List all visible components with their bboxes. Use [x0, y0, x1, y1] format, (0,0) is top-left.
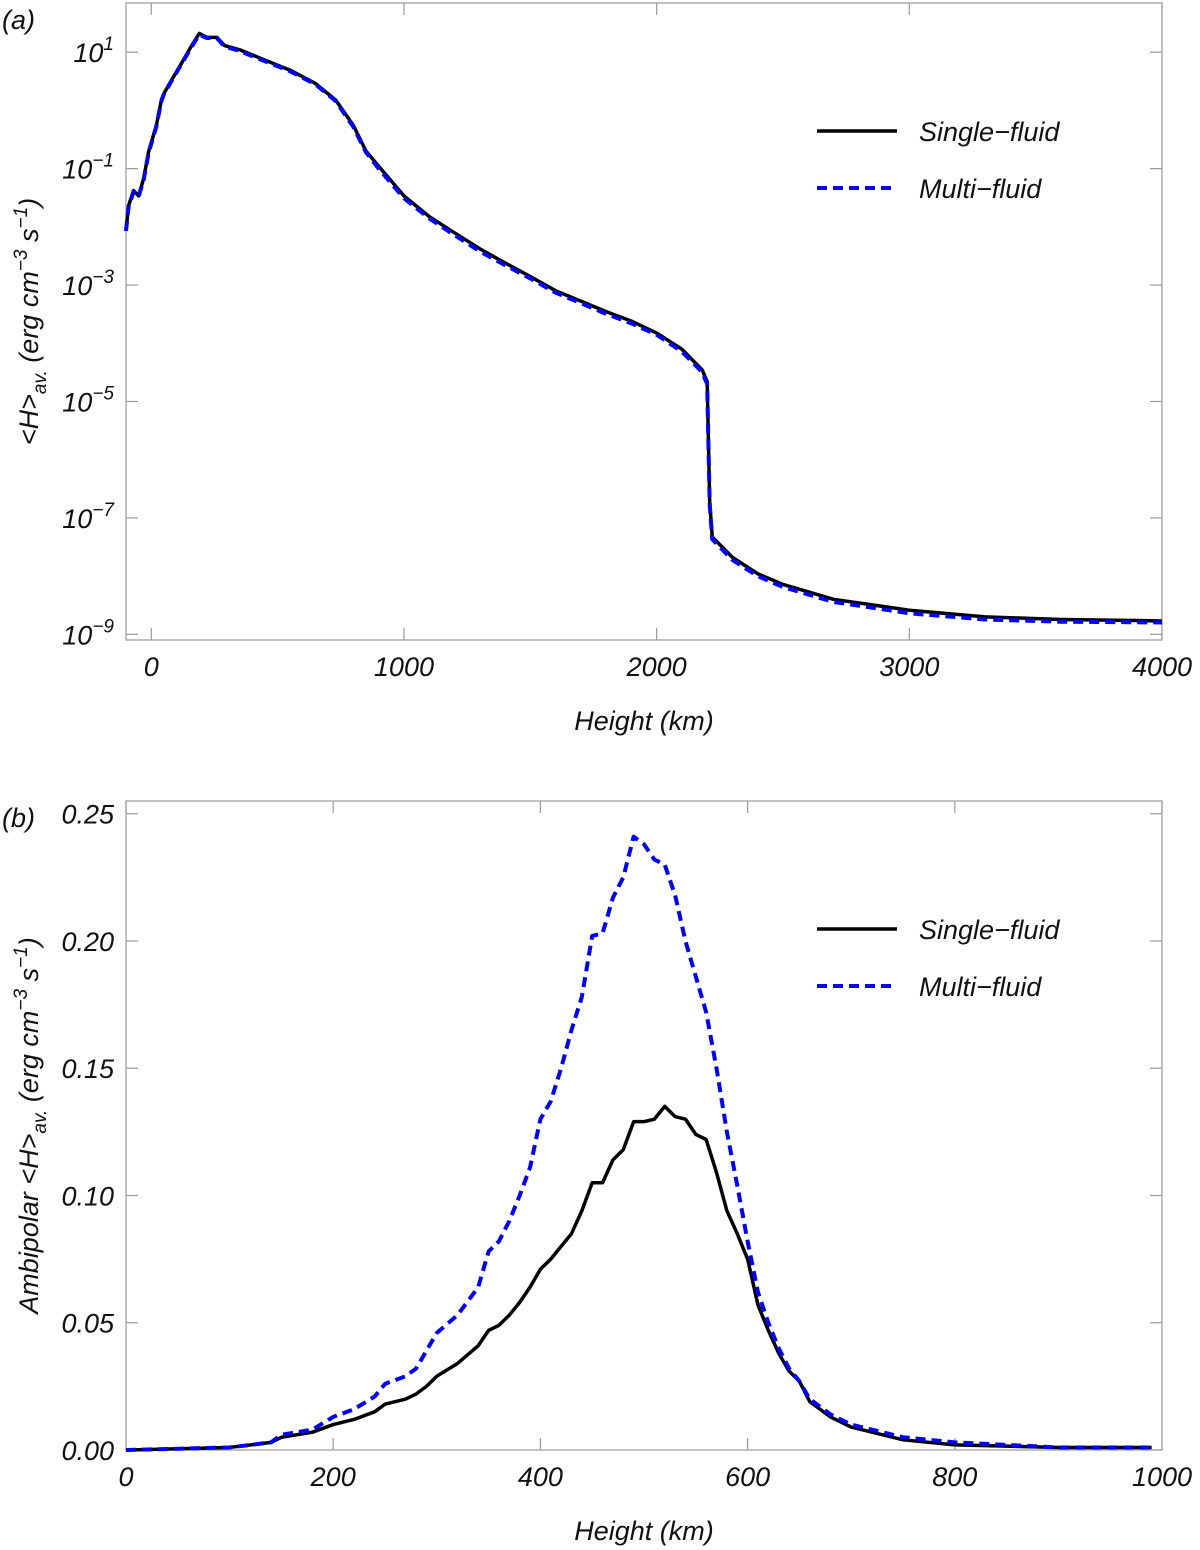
y-tick-label: 0.25 — [61, 800, 115, 830]
data-line — [125, 834, 1152, 1452]
x-tick-label: 0 — [144, 652, 159, 682]
y-label-part: (erg cm — [14, 271, 44, 370]
panel-label: (a) — [2, 5, 35, 35]
y-label-part: av. — [30, 1110, 51, 1134]
y-tick-base: 10 — [62, 504, 92, 534]
x-tick-label: 800 — [932, 1462, 977, 1492]
y-tick-label: 10−3 — [62, 267, 114, 301]
y-tick-exponent: −9 — [92, 616, 114, 637]
y-tick-label: 0.10 — [61, 1181, 114, 1211]
y-tick-exponent: −7 — [92, 500, 115, 521]
x-tick-label: 600 — [725, 1462, 770, 1492]
y-tick-base: 0.15 — [61, 1054, 115, 1084]
x-tick-label: 0 — [118, 1462, 133, 1492]
y-tick-label: 0.15 — [61, 1054, 115, 1084]
y-tick-label: 10−1 — [62, 151, 114, 185]
panel-label: (b) — [2, 803, 35, 833]
legend-label: Single−fluid — [919, 117, 1060, 147]
y-tick-label: 10−9 — [62, 616, 114, 650]
plot-frame — [125, 800, 1163, 1451]
plot-frame — [125, 2, 1163, 641]
y-tick-label: 0.05 — [61, 1309, 115, 1339]
data-line — [125, 1104, 1152, 1452]
y-tick-base: 10 — [62, 620, 92, 650]
y-tick-label: 101 — [73, 34, 114, 68]
legend-label: Multi−fluid — [919, 972, 1042, 1002]
y-label-part: ) — [14, 198, 44, 210]
x-tick-label: 400 — [518, 1462, 563, 1492]
y-tick-base: 0.20 — [61, 927, 114, 957]
x-tick-label: 3000 — [879, 652, 939, 682]
x-tick-label: 2000 — [626, 652, 687, 682]
y-tick-exponent: −5 — [92, 383, 114, 404]
y-tick-label: 10−7 — [62, 500, 115, 534]
y-axis-label: Ambipolar <H>av. (erg cm−3 s−1) — [11, 937, 51, 1315]
y-label-part: −3 — [11, 249, 32, 271]
y-tick-exponent: 1 — [103, 34, 114, 55]
y-label-part: s — [14, 968, 44, 989]
y-tick-base: 0.25 — [61, 800, 115, 830]
x-tick-label: 1000 — [1132, 1462, 1192, 1492]
y-axis-label: <H>av. (erg cm−3 s−1) — [11, 198, 51, 445]
y-label-part: (erg cm — [14, 1011, 44, 1110]
y-label-part: Ambipolar <H> — [14, 1134, 44, 1316]
x-tick-label: 1000 — [374, 652, 434, 682]
y-label-part: −1 — [11, 946, 32, 968]
data-line — [124, 32, 1163, 625]
y-label-part: ) — [14, 937, 44, 949]
x-axis-label: Height (km) — [574, 1516, 714, 1546]
y-tick-base: 0.10 — [61, 1181, 114, 1211]
y-label-part: <H> — [14, 394, 44, 445]
x-tick-label: 200 — [310, 1462, 356, 1492]
y-tick-exponent: −1 — [92, 151, 114, 172]
y-tick-base: 0.05 — [61, 1309, 115, 1339]
y-label-part: s — [14, 228, 44, 249]
y-tick-base: 10 — [73, 38, 103, 68]
y-label-part: −3 — [11, 989, 32, 1011]
y-tick-base: 10 — [62, 271, 92, 301]
legend-label: Single−fluid — [919, 915, 1060, 945]
y-tick-label: 0.20 — [61, 927, 114, 957]
y-label-part: −1 — [11, 207, 32, 229]
y-tick-base: 0.00 — [61, 1436, 114, 1466]
x-tick-label: 4000 — [1132, 652, 1192, 682]
y-tick-label: 0.00 — [61, 1436, 114, 1466]
y-label-part: av. — [30, 370, 51, 394]
y-tick-base: 10 — [62, 387, 92, 417]
x-axis-label: Height (km) — [574, 706, 714, 736]
legend-label: Multi−fluid — [919, 174, 1042, 204]
y-tick-base: 10 — [62, 155, 92, 185]
y-tick-label: 10−5 — [62, 383, 114, 417]
y-tick-exponent: −3 — [92, 267, 114, 288]
